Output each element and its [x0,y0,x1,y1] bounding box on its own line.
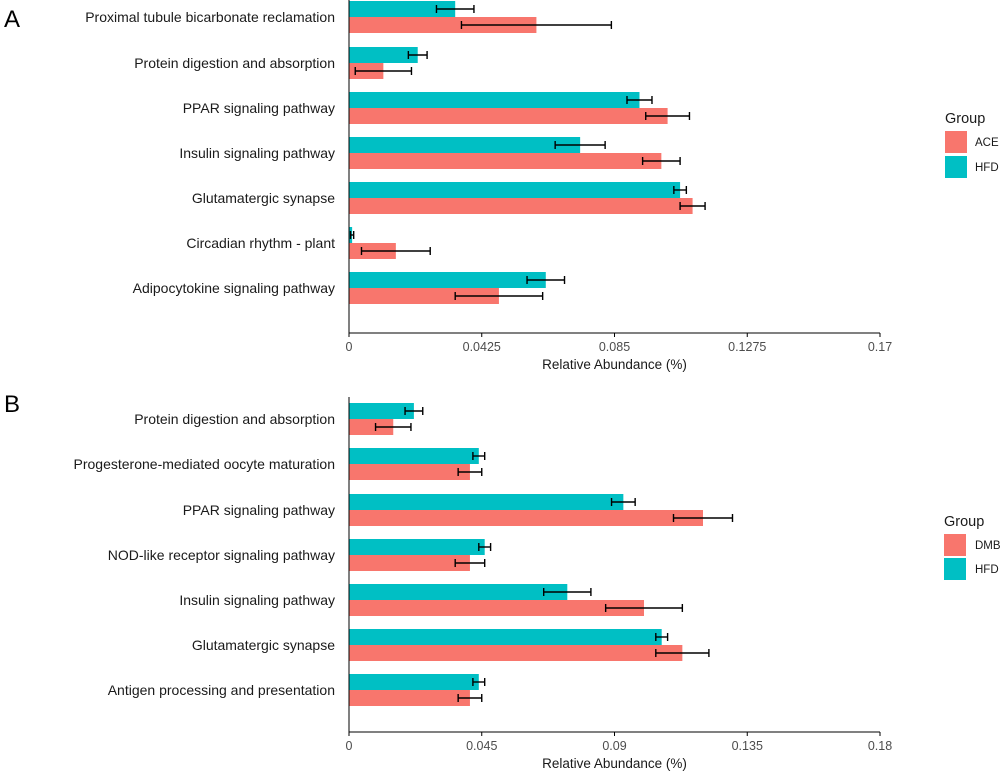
bar-hfd [349,272,546,288]
bar-dmb [349,555,470,571]
bar-hfd [349,1,456,17]
x-tick-label: 0 [346,340,353,354]
category-label: Insulin signaling pathway [179,592,335,608]
legend-label: HFD [975,564,999,576]
category-label: PPAR signaling pathway [183,100,335,116]
bar-dmb [349,690,470,706]
bar-dmb [349,464,470,480]
panel-letter: A [4,6,20,33]
legend-key-hfd [945,156,967,178]
legend-title: Group [944,514,984,530]
category-label: Adipocytokine signaling pathway [133,280,335,296]
legend-label: DMB [975,540,1000,552]
panel-letter: B [4,391,20,418]
bar-ace [349,108,668,124]
x-tick-label: 0.135 [732,739,763,753]
x-tick-label: 0.17 [868,340,892,354]
x-tick-label: 0.0425 [463,340,501,354]
legend-label: ACE [975,137,999,149]
legend-key-hfd [944,558,966,580]
x-tick-label: 0.1275 [728,340,766,354]
bar-ace [349,17,537,33]
bar-hfd [349,448,479,464]
x-axis-title: Relative Abundance (%) [542,357,687,372]
bar-dmb [349,600,644,616]
legend-label: HFD [975,162,999,174]
category-label: Protein digestion and absorption [134,55,335,71]
bar-dmb [349,419,394,435]
x-tick-label: 0.18 [868,739,892,753]
bar-hfd [349,494,624,510]
bar-hfd [349,629,662,645]
category-label: Antigen processing and presentation [108,682,335,698]
bar-ace [349,153,662,169]
bar-ace [349,288,499,304]
x-tick-label: 0.085 [599,340,630,354]
category-label: Glutamatergic synapse [192,637,335,653]
legend-title: Group [945,111,985,127]
bar-dmb [349,645,683,661]
category-label: PPAR signaling pathway [183,502,335,518]
bar-hfd [349,92,640,108]
category-label: Insulin signaling pathway [179,145,335,161]
legend-key-dmb [944,534,966,556]
x-tick-label: 0.09 [602,739,626,753]
bar-ace [349,198,693,214]
bar-hfd [349,403,414,419]
category-label: NOD-like receptor signaling pathway [108,547,335,563]
x-tick-label: 0 [346,739,353,753]
category-label: Proximal tubule bicarbonate reclamation [85,9,335,25]
category-label: Circadian rhythm - plant [186,235,335,251]
bar-hfd [349,182,681,198]
bar-dmb [349,510,703,526]
bar-hfd [349,137,581,153]
bar-hfd [349,539,485,555]
x-axis-title: Relative Abundance (%) [542,756,687,771]
legend-key-ace [945,131,967,153]
category-label: Protein digestion and absorption [134,411,335,427]
bar-hfd [349,674,479,690]
category-label: Progesterone-mediated oocyte maturation [74,456,335,472]
category-label: Glutamatergic synapse [192,190,335,206]
bar-hfd [349,584,568,600]
bar-hfd [349,47,418,63]
x-tick-label: 0.045 [466,739,497,753]
